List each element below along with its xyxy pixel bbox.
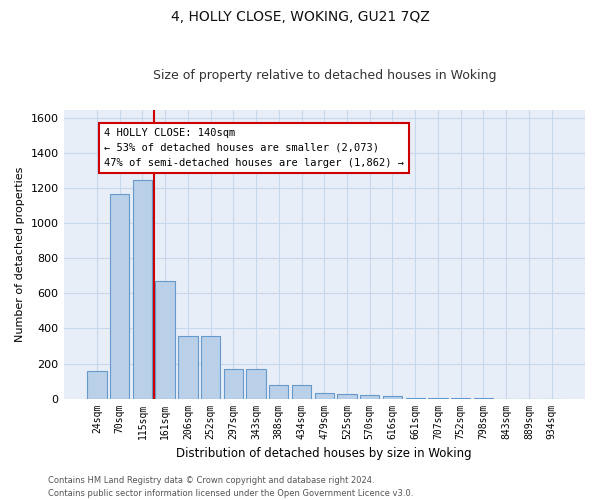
- Bar: [292, 384, 311, 398]
- Bar: [247, 369, 266, 398]
- Y-axis label: Number of detached properties: Number of detached properties: [15, 166, 25, 342]
- Text: 4 HOLLY CLOSE: 140sqm
← 53% of detached houses are smaller (2,073)
47% of semi-d: 4 HOLLY CLOSE: 140sqm ← 53% of detached …: [104, 128, 404, 168]
- Bar: [224, 369, 243, 398]
- Bar: [133, 180, 152, 398]
- Bar: [155, 281, 175, 398]
- Text: Contains HM Land Registry data © Crown copyright and database right 2024.
Contai: Contains HM Land Registry data © Crown c…: [48, 476, 413, 498]
- Bar: [337, 394, 356, 398]
- Text: 4, HOLLY CLOSE, WOKING, GU21 7QZ: 4, HOLLY CLOSE, WOKING, GU21 7QZ: [170, 10, 430, 24]
- Bar: [201, 336, 220, 398]
- Bar: [110, 194, 130, 398]
- Title: Size of property relative to detached houses in Woking: Size of property relative to detached ho…: [152, 69, 496, 82]
- Bar: [314, 394, 334, 398]
- Bar: [269, 384, 289, 398]
- Bar: [360, 395, 379, 398]
- Bar: [87, 370, 107, 398]
- X-axis label: Distribution of detached houses by size in Woking: Distribution of detached houses by size …: [176, 447, 472, 460]
- Bar: [383, 396, 402, 398]
- Bar: [178, 336, 197, 398]
